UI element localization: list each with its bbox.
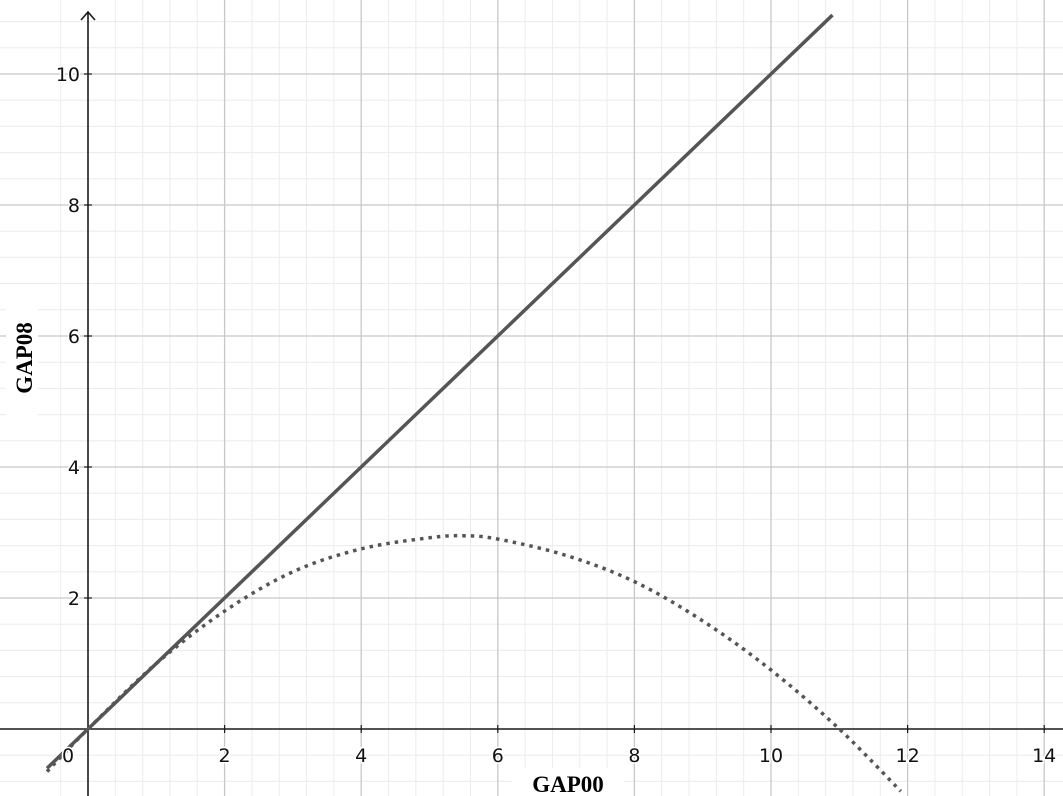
x-tick-label: 14: [1032, 745, 1056, 767]
y-axis-label-backing: [6, 300, 38, 418]
x-axis-label-backing: [512, 768, 624, 796]
y-tick-label: 8: [68, 195, 80, 217]
x-tick-label: 0: [62, 745, 74, 767]
solid-line-series: [45, 13, 834, 770]
x-tick-label: 12: [896, 745, 920, 767]
series-group: [45, 13, 903, 793]
y-tick-label: 6: [68, 326, 80, 348]
x-tick-label: 4: [355, 745, 367, 767]
x-axis-label: GAP00: [532, 772, 604, 796]
y-tick-label: 4: [68, 457, 80, 479]
axes: [0, 10, 1063, 796]
x-tick-label: 10: [759, 745, 783, 767]
x-tick-label: 2: [219, 745, 231, 767]
x-tick-label: 6: [492, 745, 504, 767]
y-axis-label: GAP08: [12, 322, 37, 394]
x-tick-label: 8: [628, 745, 640, 767]
y-tick-label: 2: [68, 588, 80, 610]
y-tick-label: 10: [56, 64, 80, 86]
tick-labels: 0 2 4 6 8 10 12 14 2 4 6 8 10: [54, 63, 1057, 769]
y-axis-arrow: [80, 10, 96, 21]
dotted-curve-series: [45, 533, 903, 793]
